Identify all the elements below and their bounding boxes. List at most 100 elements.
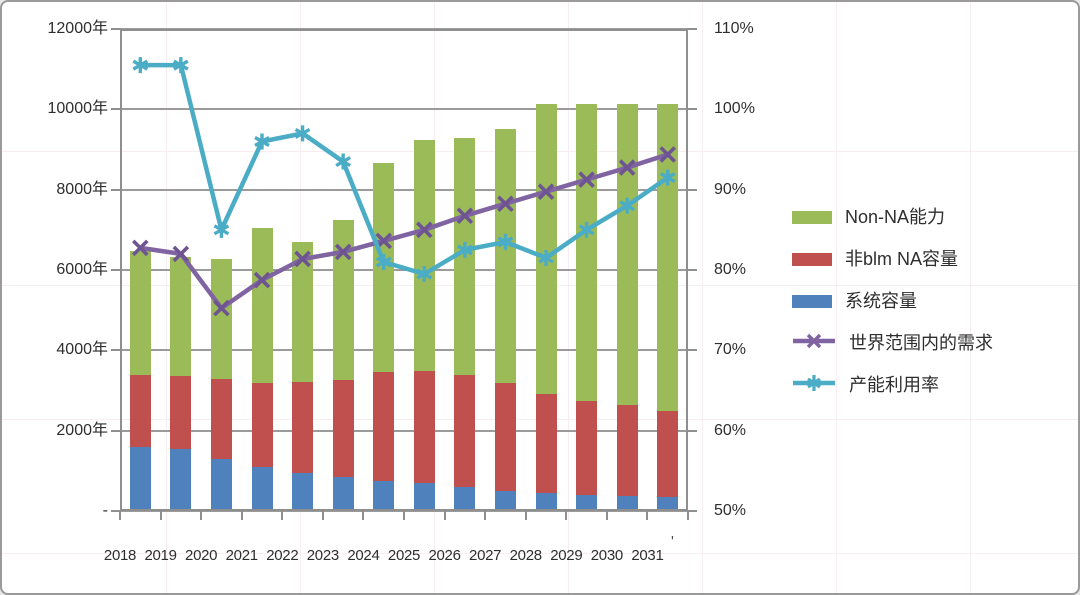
x-axis-tick xyxy=(443,511,446,520)
background-artifact-line xyxy=(970,2,971,593)
y-axis-tick-right xyxy=(688,349,697,352)
legend-item: Non-NA能力 xyxy=(792,206,945,228)
legend-item: 系统容量 xyxy=(792,290,917,312)
legend-line-path xyxy=(806,333,822,348)
bar-segment xyxy=(292,472,314,511)
y-axis-tick-left xyxy=(111,269,120,271)
bar-segment xyxy=(332,380,354,477)
legend-item: 世界范围内的需求 xyxy=(792,332,993,354)
y-axis-label-right: 80% xyxy=(714,261,747,278)
x-axis-label: 2029 xyxy=(550,547,583,564)
x-axis-label: 2030 xyxy=(590,547,623,564)
x-axis-label: 2018 xyxy=(103,547,137,564)
legend-swatch-3 xyxy=(792,294,832,308)
x-axis-tick xyxy=(687,511,689,520)
legend-line-sample xyxy=(793,374,835,391)
x-axis-label: 2028 xyxy=(509,547,542,564)
bar-segment xyxy=(535,393,557,493)
x-axis-tick xyxy=(119,511,121,520)
x-axis-tick xyxy=(484,511,487,520)
x-axis-tick xyxy=(524,511,527,520)
x-axis-tick xyxy=(403,511,405,520)
x-axis-tick xyxy=(200,511,203,520)
y-axis-label-left: 2000年 xyxy=(56,421,108,439)
y-axis-tick-left xyxy=(111,108,120,111)
y-axis-label-left: 12000年 xyxy=(47,20,109,37)
bar-segment xyxy=(129,446,151,511)
x-axis-label: 2025 xyxy=(387,547,421,564)
x-axis-label: 2019 xyxy=(144,547,177,564)
bar-segment xyxy=(170,376,192,449)
x-axis-label: 2023 xyxy=(306,547,339,564)
legend-line-path xyxy=(807,374,821,391)
plot-frame xyxy=(120,29,688,511)
bar-segment xyxy=(494,490,516,511)
bar-segment xyxy=(576,494,598,511)
x-axis-tick xyxy=(240,511,243,520)
bar-segment xyxy=(454,375,476,487)
x-axis-tick xyxy=(321,511,324,520)
bar-segment xyxy=(657,410,679,497)
background-artifact-line xyxy=(836,2,837,593)
bar-segment xyxy=(292,382,314,473)
y-axis-tick-right xyxy=(688,188,697,191)
bar-segment xyxy=(576,400,598,495)
legend-label: Non-NA能力 xyxy=(845,207,946,227)
legend-label: 产能利用率 xyxy=(849,375,939,395)
bar-segment xyxy=(413,371,435,483)
x-axis-label: 2026 xyxy=(428,547,461,564)
bar-segment xyxy=(251,383,273,467)
y-axis-label-left: 10000年 xyxy=(47,100,109,118)
bar-segment xyxy=(170,448,192,511)
y-axis-tick-left xyxy=(111,188,120,191)
bar-segment xyxy=(494,383,516,491)
y-axis-label-right: 70% xyxy=(714,341,747,359)
y-axis-label-left: 4000年 xyxy=(56,341,108,359)
y-axis-tick-right xyxy=(688,28,697,30)
legend-line-sample xyxy=(793,333,835,348)
x-axis-label: 2021 xyxy=(225,547,258,564)
y-axis-label-right: 110% xyxy=(714,20,754,37)
legend-item: 非blm NA容量 xyxy=(792,248,958,270)
background-artifact-line xyxy=(702,2,703,593)
x-axis-tick xyxy=(605,511,608,520)
x-axis-label: 2027 xyxy=(469,547,502,564)
legend-item: 产能利用率 xyxy=(792,374,939,396)
bar-segment xyxy=(332,476,354,511)
x-axis-label: 2024 xyxy=(347,547,380,564)
legend-label: 非blm NA容量 xyxy=(845,249,959,269)
x-axis-label: 2022 xyxy=(266,547,299,564)
y-axis-tick-left xyxy=(111,510,120,512)
legend-line-x-swatch xyxy=(792,331,836,356)
y-axis-label-right: 90% xyxy=(714,180,747,198)
y-axis-label-right: 60% xyxy=(714,421,747,439)
y-axis-label-left: 8000年 xyxy=(56,180,108,198)
y-axis-label-right: 100% xyxy=(714,100,755,118)
x-axis-label: 2020 xyxy=(185,547,218,564)
bar-segment xyxy=(535,492,557,511)
bar-segment xyxy=(210,458,232,511)
bar-segment xyxy=(657,496,679,511)
y-axis-label-right: 50% xyxy=(714,502,747,519)
bar-segment xyxy=(129,375,151,447)
y-axis-tick-right xyxy=(688,108,697,111)
bar-segment xyxy=(210,379,232,459)
legend-label: 世界范围内的需求 xyxy=(849,333,993,353)
bar-segment xyxy=(616,404,638,496)
y-axis-tick-right xyxy=(688,269,697,271)
legend-swatch-2 xyxy=(792,252,832,266)
bar-segment xyxy=(373,372,395,481)
y-axis-label-left: - xyxy=(102,502,108,519)
x-axis-tick xyxy=(646,511,649,520)
x-axis-label: 2031 xyxy=(631,547,664,564)
legend-line-asterisk-swatch xyxy=(792,373,836,398)
y-axis-label-left: 6000年 xyxy=(56,261,108,278)
y-axis-tick-left xyxy=(111,429,120,432)
bar-segment xyxy=(373,480,395,511)
x-axis-tick xyxy=(565,511,568,520)
y-axis-tick-left xyxy=(111,28,120,30)
y-axis-tick-right xyxy=(688,510,697,512)
y-axis-tick-right xyxy=(688,429,697,432)
